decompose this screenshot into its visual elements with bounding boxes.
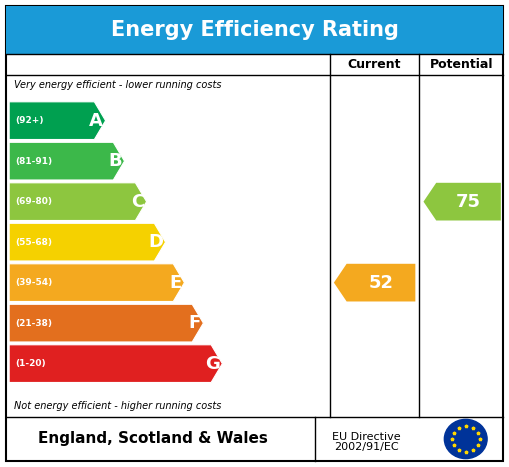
Polygon shape (9, 345, 222, 382)
Text: England, Scotland & Wales: England, Scotland & Wales (38, 432, 268, 446)
Text: F: F (189, 314, 201, 332)
Text: D: D (148, 233, 163, 251)
Polygon shape (334, 264, 415, 302)
Text: E: E (169, 274, 182, 291)
Text: Not energy efficient - higher running costs: Not energy efficient - higher running co… (14, 401, 221, 411)
Text: 75: 75 (456, 193, 481, 211)
Text: (39-54): (39-54) (15, 278, 52, 287)
Text: EU Directive: EU Directive (332, 432, 401, 442)
Text: (55-68): (55-68) (15, 238, 52, 247)
Text: (69-80): (69-80) (15, 197, 52, 206)
Text: A: A (89, 112, 103, 130)
Text: Energy Efficiency Rating: Energy Efficiency Rating (110, 20, 399, 40)
Polygon shape (9, 102, 105, 140)
Text: (1-20): (1-20) (15, 359, 46, 368)
Text: (21-38): (21-38) (15, 318, 52, 328)
Polygon shape (9, 223, 165, 261)
Polygon shape (423, 183, 501, 220)
Text: Current: Current (348, 58, 402, 71)
Polygon shape (9, 264, 184, 302)
Bar (6, 6, 503, 54)
Text: Very energy efficient - lower running costs: Very energy efficient - lower running co… (14, 80, 222, 90)
Polygon shape (9, 304, 204, 342)
Text: B: B (108, 152, 122, 170)
Polygon shape (9, 142, 125, 180)
Text: C: C (131, 193, 144, 211)
Text: Potential: Potential (430, 58, 493, 71)
Text: 2002/91/EC: 2002/91/EC (334, 442, 399, 453)
Text: (81-91): (81-91) (15, 156, 52, 166)
Text: G: G (205, 354, 220, 373)
Text: (92+): (92+) (15, 116, 44, 125)
Circle shape (444, 419, 487, 459)
Polygon shape (9, 183, 147, 220)
Text: 52: 52 (369, 274, 393, 291)
